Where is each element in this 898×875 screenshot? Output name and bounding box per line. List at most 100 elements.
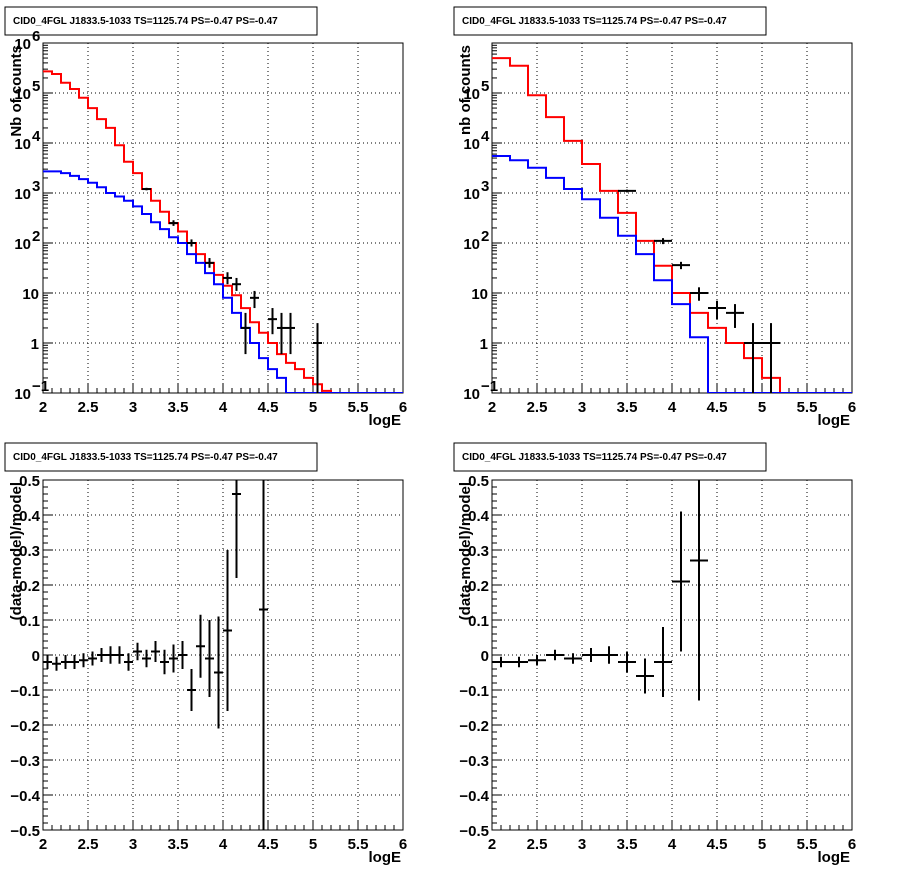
x-tick-label: 5.5 [348, 836, 369, 853]
x-tick-label: 5 [309, 399, 317, 416]
y-tick-label: 10 [463, 236, 480, 253]
y-tick-label: 0.4 [19, 508, 41, 525]
chart-title: CID0_4FGL J1833.5-1033 TS=1125.74 PS=-0.… [462, 452, 727, 463]
x-tick-label: 2 [488, 836, 496, 853]
chart-title: CID0_4FGL J1833.5-1033 TS=1125.74 PS=-0.… [13, 16, 278, 27]
panel-counts-left: CID0_4FGL J1833.5-1033 TS=1125.74 PS=-0.… [4, 6, 407, 429]
y-tick-label: 0 [32, 648, 40, 665]
y-tick-label: 1 [480, 336, 488, 353]
x-tick-label: 3 [129, 836, 137, 853]
y-tick-label: 0.2 [19, 578, 40, 595]
y-tick-label: 10 [463, 186, 480, 203]
y-tick-label: 0.2 [468, 578, 489, 595]
x-tick-label: 6 [399, 836, 407, 853]
y-tick-label: −0.4 [459, 788, 489, 805]
x-tick-label: 5 [758, 399, 766, 416]
y-tick-exponent: −1 [32, 378, 49, 395]
y-tick-label: 10 [14, 186, 31, 203]
x-tick-label: 4 [219, 836, 228, 853]
y-tick-label: −0.3 [10, 753, 40, 770]
y-tick-exponent: 3 [481, 178, 489, 195]
panel-residuals-right: CID0_4FGL J1833.5-1033 TS=1125.74 PS=-0.… [453, 442, 856, 866]
component-histogram-blue [492, 155, 852, 393]
y-tick-label: −0.2 [459, 718, 489, 735]
y-tick-label: −0.1 [459, 683, 489, 700]
y-tick-label: 0.5 [19, 473, 40, 490]
x-axis-title: logE [818, 412, 851, 429]
x-tick-label: 6 [848, 836, 856, 853]
x-tick-label: 3 [129, 399, 137, 416]
x-tick-label: 2.5 [78, 836, 99, 853]
x-tick-label: 4 [668, 399, 677, 416]
x-tick-label: 4 [668, 836, 677, 853]
y-axis-title: nb of counts [457, 45, 474, 135]
y-tick-label: 0.5 [468, 473, 489, 490]
y-tick-exponent: 6 [32, 28, 40, 45]
x-tick-label: 4.5 [707, 836, 728, 853]
y-tick-exponent: 3 [32, 178, 40, 195]
y-tick-label: 0 [481, 648, 489, 665]
y-tick-exponent: 4 [32, 128, 41, 145]
x-tick-label: 4.5 [258, 836, 279, 853]
x-tick-label: 2.5 [78, 399, 99, 416]
y-axis-title: (data-model)/model [457, 482, 474, 620]
x-tick-label: 2.5 [527, 399, 548, 416]
title-box [4, 6, 318, 36]
x-tick-label: 5.5 [797, 399, 818, 416]
y-tick-exponent: −1 [481, 378, 498, 395]
x-tick-label: 3.5 [617, 399, 638, 416]
y-tick-label: 1 [31, 336, 39, 353]
y-tick-label: 10 [14, 36, 31, 53]
title-box [453, 6, 767, 36]
x-tick-label: 6 [399, 399, 407, 416]
x-tick-label: 4.5 [258, 399, 279, 416]
y-tick-label: −0.4 [10, 788, 40, 805]
x-tick-label: 4.5 [707, 399, 728, 416]
x-tick-label: 5.5 [348, 399, 369, 416]
x-axis-title: logE [369, 849, 402, 866]
x-tick-label: 3.5 [168, 836, 189, 853]
x-tick-label: 3 [578, 399, 586, 416]
x-axis-title: logE [818, 849, 851, 866]
y-tick-label: 10 [14, 236, 31, 253]
y-tick-label: −0.5 [459, 823, 489, 840]
x-tick-label: 5 [758, 836, 766, 853]
x-tick-label: 5.5 [797, 836, 818, 853]
y-tick-label: 0.3 [468, 543, 489, 560]
title-box [4, 442, 318, 472]
y-tick-label: 0.4 [468, 508, 490, 525]
plot-area [492, 480, 708, 701]
component-histogram-blue [43, 170, 403, 393]
title-box [453, 442, 767, 472]
y-tick-label: 10 [14, 86, 31, 103]
y-tick-exponent: 2 [481, 228, 489, 245]
y-tick-label: 10 [14, 386, 31, 403]
panel-counts-right: CID0_4FGL J1833.5-1033 TS=1125.74 PS=-0.… [453, 6, 856, 429]
x-tick-label: 2 [39, 399, 47, 416]
x-tick-label: 5 [309, 836, 317, 853]
y-tick-exponent: 2 [32, 228, 40, 245]
y-tick-label: 0.3 [19, 543, 40, 560]
y-tick-label: 10 [14, 136, 31, 153]
y-axis-title: Nb of counts [8, 45, 25, 137]
y-tick-label: 10 [471, 286, 488, 303]
y-axis-title: (data-model)/model [8, 482, 25, 620]
y-tick-label: 10 [463, 386, 480, 403]
y-tick-label: −0.1 [10, 683, 40, 700]
y-tick-label: 0.1 [468, 613, 489, 630]
plot-area [492, 57, 852, 393]
y-tick-label: 10 [463, 86, 480, 103]
panel-residuals-left: CID0_4FGL J1833.5-1033 TS=1125.74 PS=-0.… [4, 442, 407, 866]
x-tick-label: 4 [219, 399, 228, 416]
x-tick-label: 2 [488, 399, 496, 416]
y-tick-exponent: 4 [481, 128, 490, 145]
y-tick-label: −0.3 [459, 753, 489, 770]
chart-title: CID0_4FGL J1833.5-1033 TS=1125.74 PS=-0.… [13, 452, 278, 463]
x-tick-label: 3.5 [617, 836, 638, 853]
y-tick-exponent: 5 [32, 78, 40, 95]
x-tick-label: 3 [578, 836, 586, 853]
x-tick-label: 3.5 [168, 399, 189, 416]
x-tick-label: 6 [848, 399, 856, 416]
plot-area [43, 480, 268, 830]
